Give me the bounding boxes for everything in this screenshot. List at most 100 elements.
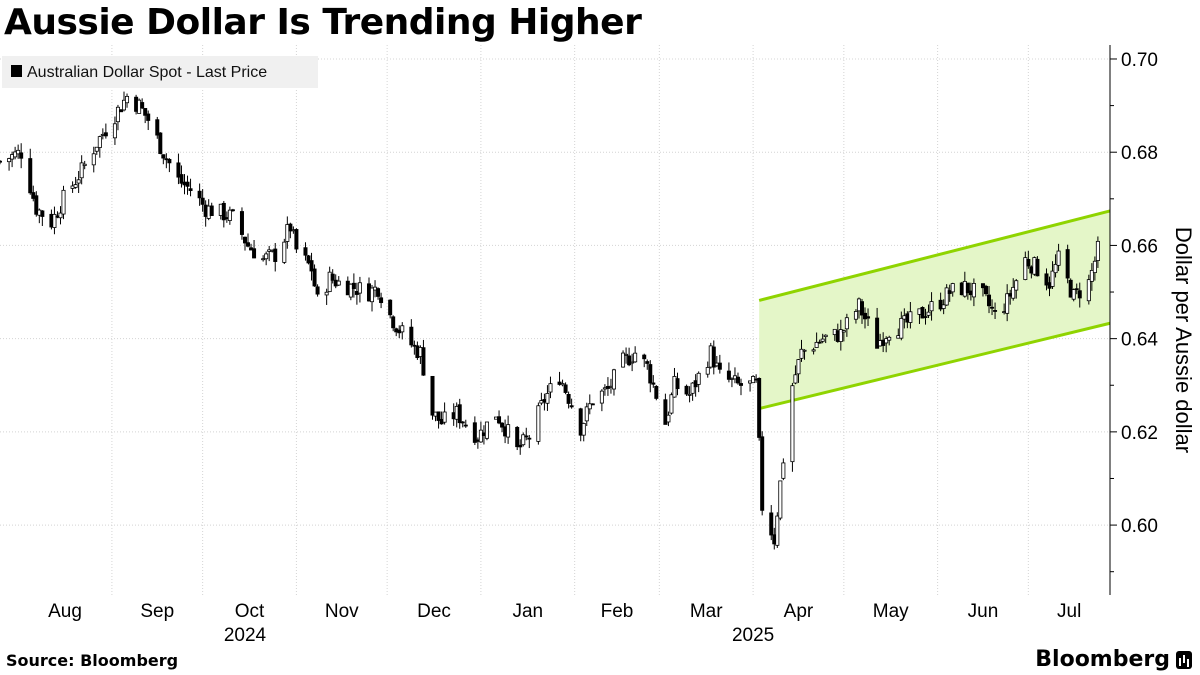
candle-body: [739, 383, 744, 386]
candle-body: [578, 408, 583, 436]
candle: [908, 302, 913, 329]
candle: [252, 239, 257, 259]
candle-body: [696, 372, 701, 385]
channel-upper-line: [758, 209, 1111, 302]
candle: [197, 183, 202, 206]
candle: [457, 398, 462, 429]
candle: [1089, 263, 1094, 291]
candle: [739, 378, 744, 396]
candle: [19, 143, 24, 169]
candle: [796, 358, 801, 383]
candle-body: [460, 421, 465, 424]
candle: [581, 422, 586, 442]
candle-body: [690, 382, 695, 394]
candle: [757, 377, 762, 441]
candle-body: [52, 213, 57, 228]
candle: [1035, 256, 1040, 277]
candle: [140, 98, 145, 110]
candle: [400, 322, 405, 340]
candle-body: [993, 310, 998, 312]
candle: [853, 309, 858, 324]
candle: [122, 91, 127, 112]
candle-body: [633, 352, 638, 363]
candle-body: [421, 347, 426, 376]
candle: [560, 379, 565, 387]
candle: [478, 421, 483, 443]
candle: [125, 93, 130, 108]
candle-body: [663, 399, 668, 425]
candle-body: [73, 184, 78, 188]
candle: [859, 298, 864, 324]
candle-body: [524, 435, 529, 438]
x-tick-label: Sep: [140, 601, 174, 622]
candle-body: [246, 242, 251, 247]
candle: [515, 426, 520, 451]
candle: [158, 132, 163, 155]
candle: [866, 308, 871, 326]
candle: [388, 299, 393, 319]
candles: [0, 91, 1100, 550]
source-note: Source: Bloomberg: [6, 651, 179, 670]
candle: [143, 108, 148, 124]
candle: [209, 202, 214, 216]
candle-body: [336, 280, 341, 286]
channel-fill: [759, 210, 1110, 409]
candle-body: [312, 268, 317, 287]
candle-body: [97, 136, 102, 148]
candle: [611, 368, 616, 396]
candle-body: [790, 385, 795, 463]
candle-body: [478, 429, 483, 443]
candle-body: [545, 393, 550, 404]
candle-body: [197, 190, 202, 199]
candle-body: [802, 349, 807, 352]
candle-body: [264, 253, 269, 260]
candle-body: [899, 317, 904, 339]
candle-body: [941, 304, 946, 309]
candle: [993, 302, 998, 320]
candle-body: [705, 367, 710, 375]
candle-body: [599, 390, 604, 404]
candle-body: [1053, 263, 1058, 274]
legend: Australian Dollar Spot - Last Price: [2, 56, 318, 88]
candle: [155, 116, 160, 139]
candle: [73, 176, 78, 189]
candle-body: [1056, 250, 1061, 266]
candle-body: [799, 348, 804, 359]
candle: [899, 311, 904, 341]
candle: [58, 206, 63, 225]
legend-label: Australian Dollar Spot - Last Price: [27, 64, 267, 81]
candle: [760, 431, 765, 516]
candle: [781, 458, 786, 481]
candle-body: [630, 361, 635, 364]
candle-body: [209, 205, 214, 216]
candle-body: [1026, 259, 1031, 267]
candle-body: [823, 334, 828, 338]
candle: [920, 306, 925, 319]
candle: [351, 273, 356, 298]
candle-body: [1014, 280, 1019, 291]
candle: [460, 421, 465, 428]
candle-body: [581, 423, 586, 436]
candle: [472, 416, 477, 445]
candle: [642, 353, 647, 368]
candle-body: [563, 384, 568, 393]
candle-body: [518, 444, 523, 448]
candle-body: [863, 312, 868, 320]
candle-body: [866, 316, 871, 319]
candle: [941, 299, 946, 315]
candle: [841, 329, 846, 342]
candle: [167, 158, 172, 173]
candle-body: [484, 421, 489, 439]
candle-body: [91, 153, 96, 166]
candle: [436, 411, 441, 429]
candle-body: [717, 362, 722, 370]
candle-body: [844, 317, 849, 330]
candle: [633, 346, 638, 363]
candle: [624, 347, 629, 364]
candle: [330, 269, 335, 284]
candle: [1092, 256, 1097, 281]
candle-body: [648, 364, 653, 384]
candle-body: [324, 291, 329, 296]
candle-body: [143, 108, 148, 116]
candle: [1068, 278, 1073, 298]
